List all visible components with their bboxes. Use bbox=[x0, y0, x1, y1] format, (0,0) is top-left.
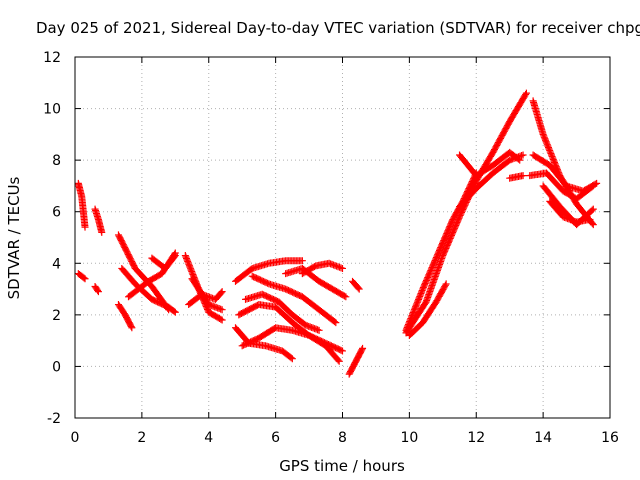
chart-title: Day 025 of 2021, Sidereal Day-to-day VTE… bbox=[36, 19, 640, 37]
data-point bbox=[331, 318, 339, 326]
y-tick-label: 12 bbox=[43, 50, 61, 66]
grid-lines bbox=[75, 57, 610, 418]
data-point bbox=[516, 156, 524, 164]
plot-frame bbox=[74, 56, 611, 419]
data-point bbox=[519, 172, 527, 180]
data-point bbox=[332, 319, 340, 327]
series-s22 bbox=[349, 277, 363, 293]
data-point bbox=[94, 286, 102, 294]
series-s7 bbox=[118, 264, 179, 316]
series-s3 bbox=[91, 205, 106, 236]
data-point bbox=[519, 151, 527, 159]
data-point bbox=[298, 257, 306, 265]
series-s27 bbox=[456, 148, 524, 180]
series-s26 bbox=[456, 151, 527, 211]
data-point bbox=[588, 219, 596, 227]
series-s32 bbox=[506, 172, 527, 182]
data-point bbox=[341, 292, 349, 300]
y-tick-label: 8 bbox=[52, 153, 61, 169]
series-s9 bbox=[148, 252, 179, 272]
data-point bbox=[288, 355, 296, 363]
series-s25 bbox=[405, 280, 450, 339]
y-tick-label: 4 bbox=[52, 256, 61, 272]
series-s11 bbox=[185, 288, 226, 309]
series-s1 bbox=[74, 179, 89, 231]
series-s5 bbox=[114, 301, 136, 332]
series-s30 bbox=[529, 151, 601, 195]
data-point bbox=[342, 293, 350, 301]
series-s20 bbox=[298, 259, 346, 278]
data-point bbox=[339, 264, 346, 272]
data-point bbox=[80, 274, 88, 282]
y-tick-label: 10 bbox=[43, 102, 61, 118]
series-s12 bbox=[188, 275, 226, 314]
data-point bbox=[334, 356, 342, 364]
data-point bbox=[337, 346, 345, 354]
data-point bbox=[588, 206, 596, 214]
x-tick-label: 2 bbox=[137, 430, 146, 446]
data-point bbox=[170, 253, 178, 261]
data-point bbox=[170, 307, 178, 315]
data-point bbox=[589, 205, 597, 213]
data-point bbox=[217, 289, 225, 297]
data-point bbox=[514, 155, 522, 163]
series-s21 bbox=[345, 344, 367, 378]
data-point bbox=[98, 228, 106, 236]
y-tick-label: 2 bbox=[52, 308, 61, 324]
x-tick-label: 6 bbox=[271, 430, 280, 446]
series-s16 bbox=[235, 301, 346, 355]
data-point bbox=[218, 288, 226, 296]
data-point bbox=[442, 280, 450, 288]
data-point bbox=[315, 326, 323, 334]
x-tick-label: 14 bbox=[534, 430, 552, 446]
data-point bbox=[217, 315, 225, 323]
y-tick-label: 0 bbox=[52, 359, 61, 375]
data-point bbox=[355, 285, 363, 293]
axis-ticks: 0 2 4 6 8 10 12 14 16 -2 0 2 4 6 8 10 12 bbox=[43, 50, 619, 446]
data-point bbox=[522, 90, 530, 98]
data-points bbox=[74, 89, 601, 378]
data-point bbox=[522, 89, 530, 97]
series-s17 bbox=[242, 290, 323, 334]
data-point bbox=[358, 346, 366, 354]
series-s33 bbox=[546, 197, 594, 226]
data-point bbox=[81, 275, 89, 283]
series-s15 bbox=[238, 324, 343, 365]
y-tick-label: 6 bbox=[52, 205, 61, 221]
data-point bbox=[218, 306, 226, 314]
data-point bbox=[127, 322, 135, 330]
data-point bbox=[591, 180, 599, 188]
x-tick-label: 8 bbox=[338, 430, 347, 446]
data-point bbox=[586, 215, 594, 223]
x-tick-label: 4 bbox=[204, 430, 213, 446]
series-s2 bbox=[74, 270, 89, 283]
data-point bbox=[218, 316, 226, 324]
x-tick-label: 0 bbox=[71, 430, 80, 446]
data-point bbox=[441, 281, 449, 289]
series-s10 bbox=[181, 252, 226, 324]
data-point bbox=[81, 223, 89, 231]
x-axis-title: GPS time / hours bbox=[279, 457, 405, 475]
data-point bbox=[287, 354, 295, 362]
y-tick-label: -2 bbox=[47, 411, 61, 427]
data-point bbox=[335, 357, 343, 365]
data-point bbox=[359, 344, 367, 352]
x-tick-label: 12 bbox=[467, 430, 485, 446]
y-axis-title: SDTVAR / TECUs bbox=[5, 176, 23, 299]
data-point bbox=[589, 221, 597, 229]
data-point bbox=[339, 347, 346, 355]
data-point bbox=[593, 179, 601, 187]
data-point bbox=[128, 324, 136, 332]
data-point bbox=[171, 308, 179, 316]
x-tick-label: 10 bbox=[400, 430, 418, 446]
data-point bbox=[354, 284, 362, 292]
x-tick-label: 16 bbox=[601, 430, 619, 446]
data-point bbox=[171, 252, 179, 260]
series-s4 bbox=[91, 282, 102, 296]
series-s13 bbox=[232, 257, 306, 285]
series-s18 bbox=[248, 272, 340, 327]
data-point bbox=[94, 288, 102, 296]
